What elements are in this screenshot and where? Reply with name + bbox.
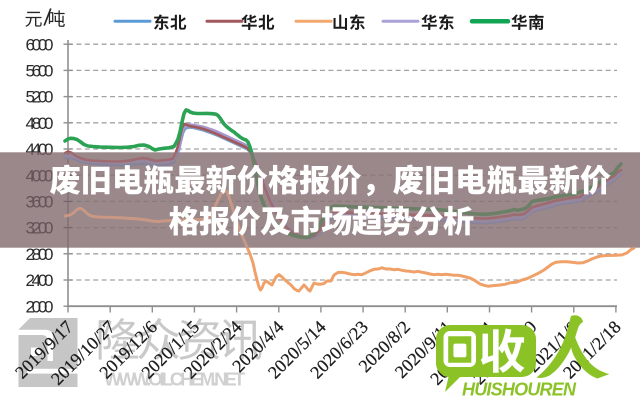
svg-text:4000: 4000 [26,166,54,185]
svg-text:WWW.OILCHEM.NET: WWW.OILCHEM.NET [104,369,246,390]
svg-text:HUISHOUREN: HUISHOUREN [462,380,577,400]
svg-text:2400: 2400 [26,271,54,290]
svg-text:3600: 3600 [26,193,54,212]
svg-text:6000: 6000 [26,35,54,54]
svg-text:5200: 5200 [26,88,54,107]
svg-text:2000: 2000 [26,297,54,316]
svg-text:4400: 4400 [26,140,54,159]
svg-text:5600: 5600 [26,62,54,81]
svg-text:4800: 4800 [26,114,54,133]
svg-text:3200: 3200 [26,219,54,238]
svg-text:2800: 2800 [26,245,54,264]
